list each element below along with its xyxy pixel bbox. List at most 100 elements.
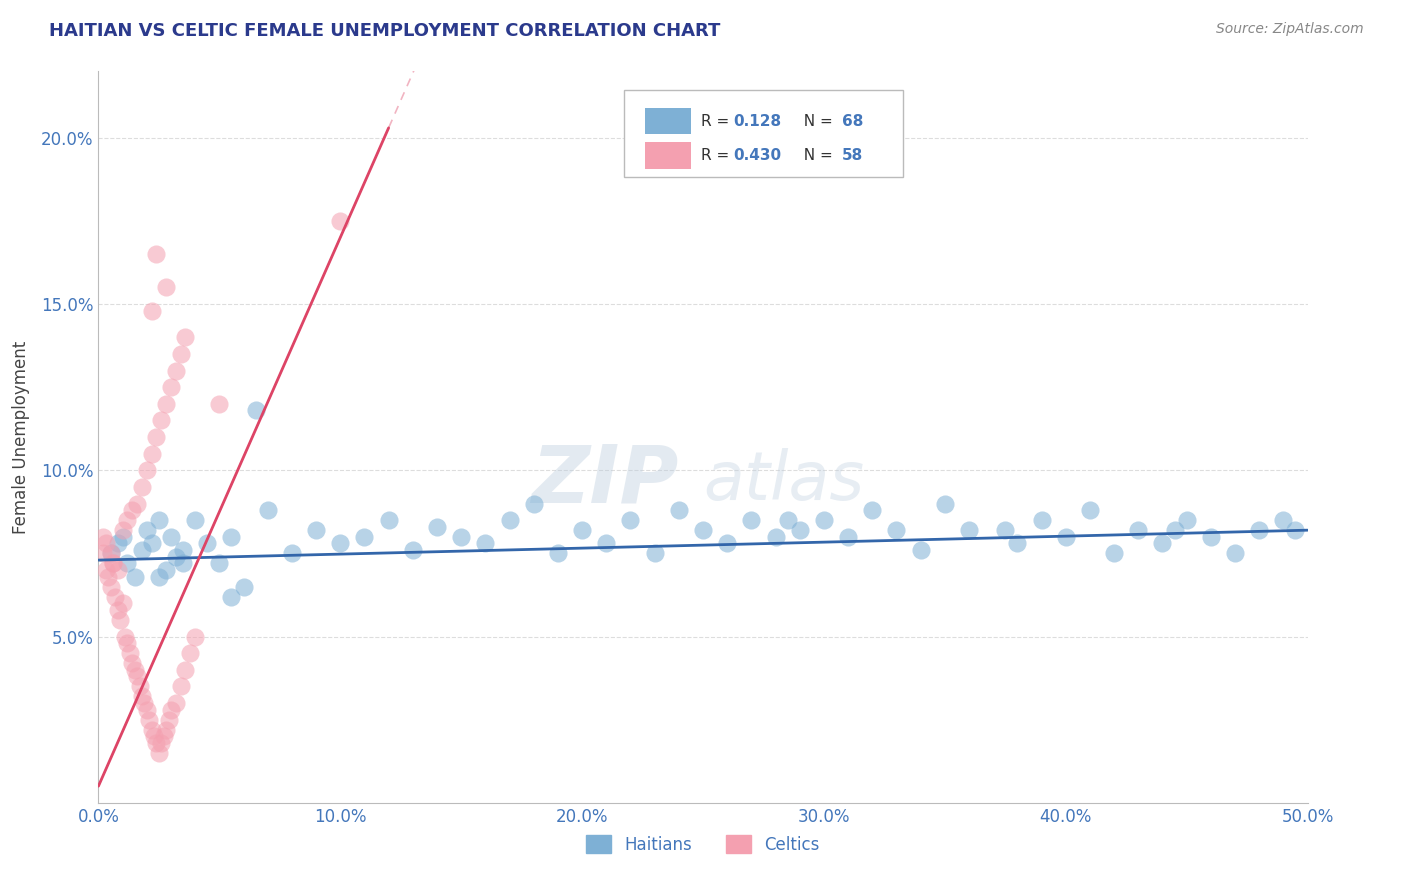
Point xyxy=(232,580,254,594)
Text: 0.430: 0.430 xyxy=(734,148,782,163)
Point xyxy=(281,546,304,560)
Point xyxy=(523,497,546,511)
Y-axis label: Female Unemployment: Female Unemployment xyxy=(11,341,30,533)
Point xyxy=(155,397,177,411)
Text: 68: 68 xyxy=(842,113,863,128)
Text: Source: ZipAtlas.com: Source: ZipAtlas.com xyxy=(1216,22,1364,37)
Text: atlas: atlas xyxy=(703,448,865,514)
Point xyxy=(117,513,139,527)
Point xyxy=(150,413,173,427)
Point xyxy=(1223,546,1246,560)
Point xyxy=(174,663,197,677)
Point xyxy=(644,546,666,560)
Point xyxy=(131,543,153,558)
Point xyxy=(117,557,139,571)
Point xyxy=(160,530,183,544)
Point xyxy=(148,746,170,760)
Point xyxy=(221,530,243,544)
Point xyxy=(1128,523,1150,537)
Text: N =: N = xyxy=(793,148,838,163)
Point xyxy=(765,530,787,544)
Point xyxy=(179,646,201,660)
Point xyxy=(150,736,173,750)
Point xyxy=(135,523,157,537)
Point xyxy=(114,630,136,644)
Point xyxy=(474,536,496,550)
Point xyxy=(886,523,908,537)
Point xyxy=(305,523,328,537)
Point xyxy=(174,330,197,344)
Point xyxy=(329,214,352,228)
Point xyxy=(776,513,799,527)
Point xyxy=(172,543,194,558)
Point xyxy=(141,447,163,461)
Point xyxy=(155,563,177,577)
Point xyxy=(1078,503,1101,517)
Point xyxy=(160,380,183,394)
Text: R =: R = xyxy=(700,113,734,128)
Point xyxy=(994,523,1017,537)
Point xyxy=(860,503,883,517)
Point xyxy=(128,680,150,694)
Point xyxy=(813,513,835,527)
Point xyxy=(450,530,472,544)
Point xyxy=(155,723,177,737)
Text: HAITIAN VS CELTIC FEMALE UNEMPLOYMENT CORRELATION CHART: HAITIAN VS CELTIC FEMALE UNEMPLOYMENT CO… xyxy=(49,22,721,40)
Point xyxy=(837,530,859,544)
Point xyxy=(256,503,278,517)
Point xyxy=(118,646,141,660)
Point xyxy=(692,523,714,537)
Bar xyxy=(645,108,690,135)
Point xyxy=(245,403,267,417)
Text: R =: R = xyxy=(700,148,734,163)
Point xyxy=(668,503,690,517)
Point xyxy=(498,513,520,527)
Point xyxy=(141,723,163,737)
Point xyxy=(131,690,153,704)
Point xyxy=(145,247,167,261)
Point xyxy=(141,303,163,318)
Text: 0.128: 0.128 xyxy=(734,113,782,128)
Point xyxy=(377,513,399,527)
Point xyxy=(91,530,114,544)
Point xyxy=(1054,530,1077,544)
Point xyxy=(1152,536,1174,550)
Point xyxy=(107,536,129,550)
Point xyxy=(121,503,143,517)
Point xyxy=(1199,530,1222,544)
Point xyxy=(94,563,117,577)
Point xyxy=(127,669,149,683)
Point xyxy=(169,680,191,694)
Point xyxy=(426,520,449,534)
Point xyxy=(165,549,187,564)
Point xyxy=(148,570,170,584)
Point xyxy=(117,636,139,650)
Point xyxy=(195,536,218,550)
Point xyxy=(1272,513,1295,527)
Point xyxy=(1031,513,1053,527)
Point xyxy=(595,536,617,550)
Point xyxy=(172,557,194,571)
Text: 58: 58 xyxy=(842,148,863,163)
Point xyxy=(108,613,131,627)
Point xyxy=(160,703,183,717)
Text: ZIP: ZIP xyxy=(531,442,679,520)
Point xyxy=(121,656,143,670)
Point xyxy=(329,536,352,550)
Point xyxy=(111,530,134,544)
Point xyxy=(111,523,134,537)
Bar xyxy=(645,143,690,169)
Point xyxy=(131,480,153,494)
Text: N =: N = xyxy=(793,113,838,128)
Point xyxy=(138,713,160,727)
Point xyxy=(208,557,231,571)
Point xyxy=(1175,513,1198,527)
Point xyxy=(934,497,956,511)
Point xyxy=(100,580,122,594)
FancyBboxPatch shape xyxy=(624,90,903,178)
Point xyxy=(169,347,191,361)
Point xyxy=(221,590,243,604)
Point xyxy=(148,513,170,527)
Point xyxy=(124,663,146,677)
Point xyxy=(208,397,231,411)
